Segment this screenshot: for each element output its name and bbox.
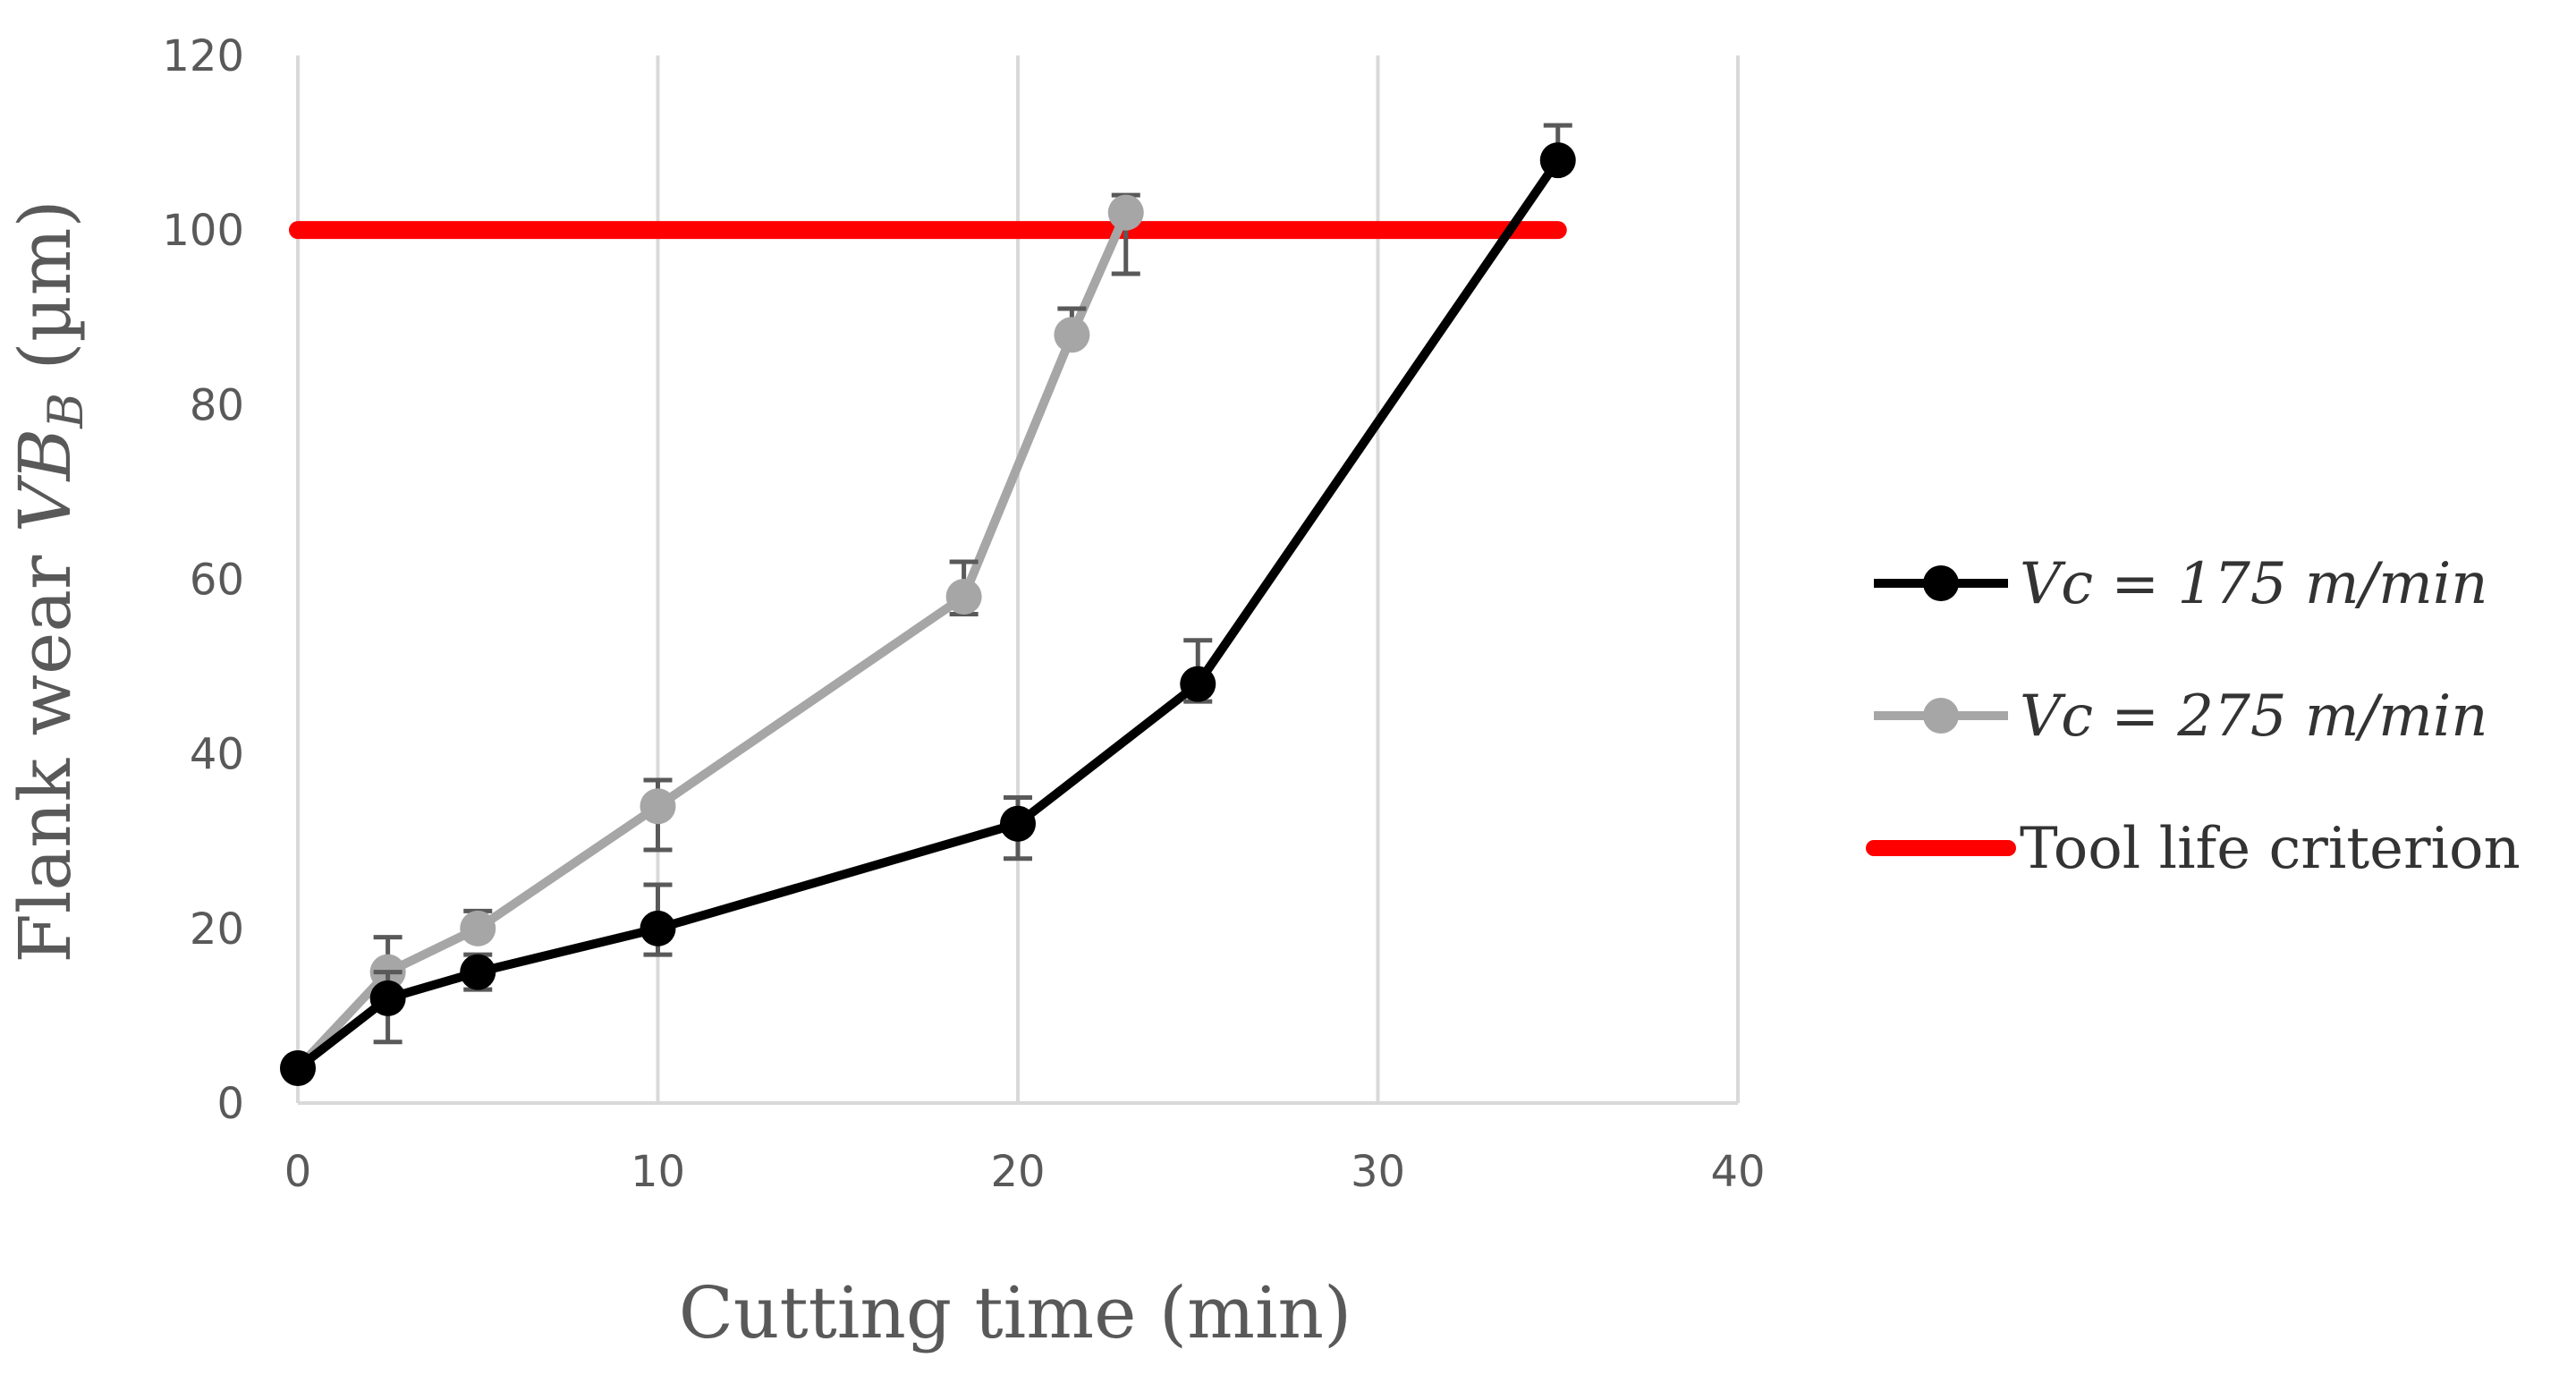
point-175-5: [1180, 666, 1216, 702]
y-tick-0: 0: [216, 1079, 244, 1129]
point-275-3: [640, 788, 676, 825]
point-175-6: [1539, 142, 1576, 179]
legend: Vc = 175 m/min Vc = 275 m/min Tool life …: [1866, 551, 2521, 882]
x-axis-title: Cutting time (min): [679, 1271, 1352, 1354]
y-axis-title: Flank wear VBB (µm): [4, 199, 94, 963]
series-line-275: [294, 210, 1131, 1072]
x-tick-0: 0: [284, 1147, 312, 1197]
legend-label-criterion: Tool life criterion: [2020, 816, 2521, 882]
legend-item-criterion: Tool life criterion: [1866, 816, 2521, 882]
point-275-2: [460, 910, 496, 946]
x-tick-10: 10: [631, 1147, 685, 1197]
point-175-1: [369, 980, 406, 1016]
y-tick-120: 120: [162, 31, 244, 81]
y-tick-labels: 0 20 40 60 80 100 120: [162, 31, 244, 1129]
x-tick-labels: 0 10 20 30 40: [284, 1147, 1766, 1197]
point-275-4: [945, 579, 982, 615]
legend-marker-275: [1923, 698, 1959, 734]
series-175: [280, 123, 1576, 1086]
y-tick-20: 20: [190, 904, 244, 955]
series-275: [280, 192, 1144, 1086]
x-tick-30: 30: [1351, 1147, 1405, 1197]
legend-item-275: Vc = 275 m/min: [1874, 683, 2488, 750]
y-tick-80: 80: [190, 380, 244, 430]
legend-label-175: Vc = 175 m/min: [2020, 551, 2488, 617]
point-275-5: [1054, 317, 1090, 353]
legend-label-275: Vc = 275 m/min: [2020, 683, 2488, 750]
y-tick-60: 60: [190, 556, 244, 606]
point-175-2: [460, 954, 496, 990]
y-tick-40: 40: [190, 730, 244, 780]
legend-marker-175: [1923, 565, 1959, 601]
point-175-3: [640, 910, 676, 946]
point-275-6: [1107, 194, 1144, 231]
x-tick-40: 40: [1710, 1147, 1765, 1197]
legend-item-175: Vc = 175 m/min: [1874, 551, 2488, 617]
y-tick-100: 100: [162, 206, 244, 256]
x-tick-20: 20: [990, 1147, 1045, 1197]
point-175-4: [1000, 805, 1036, 842]
point-175-0: [280, 1049, 316, 1086]
